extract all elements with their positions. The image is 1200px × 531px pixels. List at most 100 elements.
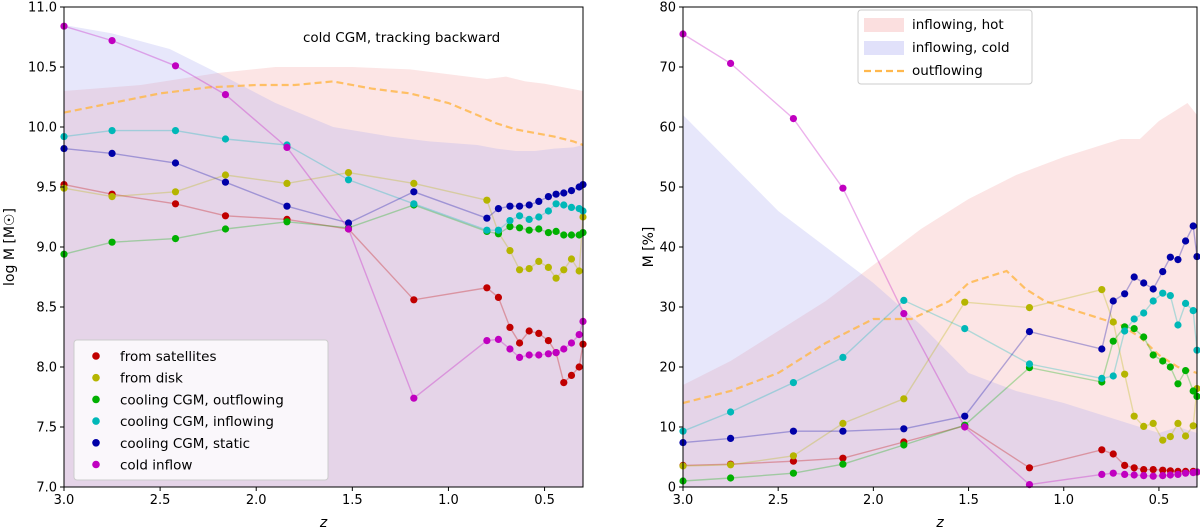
right-point-from-satellites [1130, 464, 1138, 472]
left-point-cold-inflow [344, 225, 353, 233]
left-point-cooling-cgm-static [506, 202, 514, 210]
right-point-from-disk [1098, 286, 1106, 294]
right-point-from-satellites [1121, 461, 1129, 469]
left-point-cooling-cgm-outflowing [567, 231, 576, 239]
right-x-tick-label: 3.0 [673, 493, 694, 508]
left-legend: from satellites from disk cooling CGM, out… [73, 339, 329, 481]
left-point-from-disk [525, 265, 533, 273]
right-point-from-disk [900, 395, 908, 403]
left-x-tick-label: 1.5 [342, 493, 363, 508]
left-point-cold-inflow [525, 351, 533, 359]
left-point-cooling-cgm-static [494, 205, 503, 213]
left-point-cold-inflow [552, 349, 560, 357]
right-point-cooling-cgm-outflowing [726, 474, 735, 482]
left-point-cooling-cgm-inflowing [344, 176, 353, 184]
right-x-tick-label: 0.5 [1149, 493, 1170, 508]
left-legend-marker [92, 395, 100, 404]
right-point-from-disk [726, 461, 735, 469]
right-point-cooling-cgm-outflowing [1130, 325, 1138, 333]
right-point-cold-inflow [1121, 470, 1129, 478]
left-series-cold-inflow [60, 22, 587, 402]
left-x-axis-label: z [319, 515, 328, 531]
left-point-from-satellites [544, 337, 553, 345]
right-point-cooling-cgm-outflowing [839, 460, 847, 468]
right-point-cooling-cgm-static [1174, 256, 1182, 264]
right-legend-box [857, 9, 1033, 85]
left-legend-label: cooling CGM, outflowing [120, 392, 284, 408]
left-y-tick-label: 10.5 [28, 61, 57, 76]
left-point-cooling-cgm-inflowing [506, 217, 514, 225]
right-band-inflowing-hot [683, 103, 1197, 487]
right-y-tick-label: 70 [659, 61, 676, 76]
left-point-from-satellites [494, 293, 503, 301]
right-point-cooling-cgm-static [1189, 222, 1197, 230]
right-point-cooling-cgm-static [1140, 279, 1148, 287]
left-panel: 3.0 2.5 2.0 1.5 1.0 0.5 7.0 7.5 8.0 8.5 9.0 9.5 10.… [2, 1, 587, 531]
right-point-cooling-cgm-static [1166, 253, 1174, 261]
left-x-tick-label: 3.0 [54, 493, 75, 508]
right-y-tick-label: 40 [659, 241, 676, 256]
right-series-cold-inflow [679, 30, 1200, 489]
left-point-cold-inflow [560, 345, 568, 353]
left-point-cold-inflow [494, 335, 503, 343]
left-point-from-satellites [525, 327, 533, 335]
left-point-cooling-cgm-outflowing [535, 225, 543, 233]
left-point-from-disk [221, 171, 230, 179]
right-point-cooling-cgm-inflowing [1098, 374, 1106, 382]
right-series-cooling-cgm-outflowing [679, 323, 1200, 485]
left-legend-marker [92, 352, 100, 360]
left-point-from-disk [283, 179, 291, 187]
left-point-cooling-cgm-static [535, 197, 543, 205]
left-point-cooling-cgm-outflowing [544, 229, 553, 237]
left-point-cooling-cgm-inflowing [410, 200, 418, 208]
left-x-tick-label: 2.5 [150, 493, 171, 508]
left-point-cooling-cgm-static [108, 149, 116, 157]
right-point-from-satellites [1159, 466, 1167, 474]
right-point-cooling-cgm-inflowing [1149, 297, 1157, 305]
right-series-cooling-cgm-inflowing [679, 289, 1200, 435]
left-point-cooling-cgm-static [544, 193, 553, 201]
left-point-from-satellites [506, 323, 514, 331]
right-point-cooling-cgm-outflowing [1189, 387, 1197, 395]
left-point-from-satellites [221, 212, 230, 220]
right-point-cooling-cgm-inflowing [726, 408, 735, 416]
left-point-cooling-cgm-inflowing [544, 207, 553, 215]
right-point-from-disk [1121, 370, 1129, 378]
right-point-cooling-cgm-static [1159, 268, 1167, 276]
left-y-tick-label: 7.5 [36, 421, 57, 436]
left-y-tick-label: 9.5 [36, 181, 57, 196]
right-point-from-satellites [1098, 446, 1106, 454]
left-point-cold-inflow [171, 62, 180, 70]
right-point-from-disk [1159, 436, 1167, 444]
left-point-cooling-cgm-static [567, 187, 576, 195]
left-y-tick-label: 11.0 [28, 1, 57, 16]
left-outflowing-line [64, 80, 583, 147]
right-point-cold-inflow [1025, 481, 1034, 489]
right-point-cooling-cgm-outflowing [1174, 380, 1182, 388]
right-point-cooling-cgm-inflowing [961, 325, 969, 333]
left-point-cooling-cgm-static [410, 188, 418, 196]
right-point-from-disk [1189, 422, 1197, 430]
right-y-tick-label: 80 [659, 1, 676, 16]
right-point-cooling-cgm-outflowing [1166, 363, 1174, 371]
left-point-from-satellites [575, 363, 583, 371]
left-point-from-satellites [515, 339, 524, 347]
left-legend-marker [92, 439, 100, 447]
right-y-tick-label: 50 [659, 181, 676, 196]
left-point-from-disk [171, 188, 180, 196]
right-point-from-satellites [1025, 464, 1034, 472]
right-x-tick-label: 1.5 [958, 493, 979, 508]
right-point-from-disk [789, 452, 798, 460]
left-y-tick-label: 10.0 [28, 121, 57, 136]
right-legend-label: outflowing [912, 63, 983, 79]
left-point-from-disk [410, 179, 418, 187]
left-point-cooling-cgm-static [515, 202, 524, 210]
right-point-cooling-cgm-inflowing [1121, 327, 1129, 335]
left-point-cooling-cgm-static [171, 159, 180, 167]
right-outflowing-line [683, 269, 1197, 405]
left-point-cooling-cgm-inflowing [535, 213, 543, 221]
right-point-cooling-cgm-static [1130, 273, 1138, 281]
right-point-cooling-cgm-inflowing [1109, 372, 1117, 380]
left-point-cooling-cgm-outflowing [171, 235, 180, 243]
left-point-cold-inflow [221, 91, 230, 99]
